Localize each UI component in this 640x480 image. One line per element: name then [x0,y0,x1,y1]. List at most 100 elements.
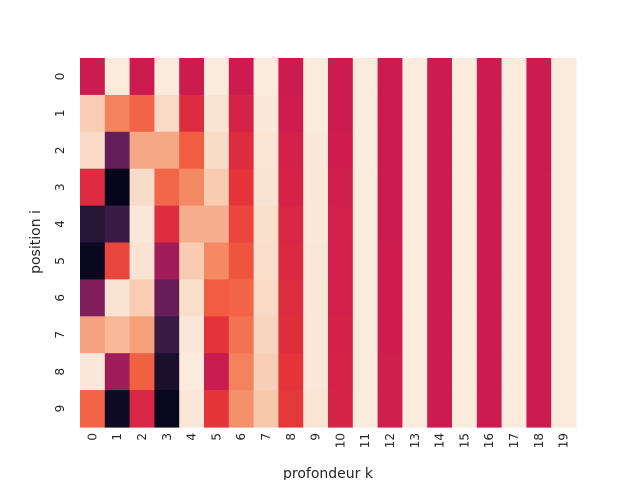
heatmap-cell [328,353,354,391]
heatmap-cell [228,58,255,96]
heatmap-cell [228,168,255,207]
heatmap-cell [129,279,155,317]
heatmap-cell [476,131,503,170]
heatmap-cell [179,353,205,391]
y-tick-label: 6 [53,294,67,302]
heatmap-cell [253,390,279,428]
heatmap-cell [328,279,354,317]
heatmap-cell [129,242,155,280]
heatmap-cell [526,242,552,280]
heatmap-cell [551,279,577,317]
heatmap-cell [228,353,255,391]
heatmap-cell [402,353,428,391]
heatmap-cell [179,316,205,354]
heatmap-cell [476,353,503,391]
heatmap-cell [228,279,255,317]
heatmap-cell [104,58,131,96]
heatmap-cell [427,205,453,244]
x-tick-label: 18 [532,433,546,448]
heatmap-cell [154,390,180,428]
x-tick-label: 1 [110,433,124,441]
heatmap-cell [551,353,577,391]
heatmap-cell [80,131,106,170]
heatmap-cell [501,279,527,317]
x-tick-label: 17 [507,433,521,448]
heatmap-cell [452,353,478,391]
x-tick-label: 15 [457,433,471,448]
y-tick-label: 0 [53,73,67,81]
heatmap-cell [303,58,329,96]
heatmap-cell [104,168,131,207]
heatmap-cell [377,58,403,96]
heatmap-cell [154,316,180,354]
heatmap-cell [129,58,155,96]
heatmap-cell [129,94,155,133]
y-tick-label: 2 [53,146,67,154]
heatmap-cell [278,242,304,280]
x-tick-label: 7 [259,433,273,441]
heatmap-cell [104,131,131,170]
heatmap-cell [303,279,329,317]
heatmap-cell [551,316,577,354]
heatmap-cell [80,168,106,207]
heatmap-cell [352,58,379,96]
heatmap-cell [303,205,329,244]
heatmap-cell [402,168,428,207]
x-tick-label: 16 [482,433,496,448]
heatmap-cell [427,58,453,96]
heatmap-cell [179,58,205,96]
heatmap-cell [452,205,478,244]
heatmap-cell [129,131,155,170]
y-tick-label: 8 [53,368,67,376]
x-tick-labels: 0 1 2 3 4 5 6 7 8 9 10 11 12 13 14 15 16 17 18 19 [85,433,570,448]
heatmap-cell [402,279,428,317]
x-tick-label: 4 [185,433,199,441]
heatmap-cell [476,316,503,354]
heatmap-cell [526,205,552,244]
heatmap-cell [80,279,106,317]
heatmap-cell [526,168,552,207]
heatmap-cell [303,94,329,133]
heatmap-cell [476,279,503,317]
heatmap-cell [427,242,453,280]
heatmap-cell [278,353,304,391]
heatmap-cell [377,168,403,207]
heatmap-cell [501,205,527,244]
heatmap-cell [452,58,478,96]
heatmap-cell [179,279,205,317]
heatmap-cell [402,131,428,170]
heatmap-cell [352,353,379,391]
heatmap-cell [352,316,379,354]
heatmap-cell [104,205,131,244]
heatmap-cell [352,242,379,280]
heatmap-cell [253,168,279,207]
heatmap-cell [452,168,478,207]
heatmap-cell [253,316,279,354]
heatmap-cell [526,58,552,96]
heatmap-cell [377,94,403,133]
heatmap-cell [204,242,230,280]
heatmap-cell [80,58,106,96]
heatmap-cell [402,58,428,96]
heatmap-cell [551,168,577,207]
heatmap-cell [328,205,354,244]
heatmap-cell [154,279,180,317]
heatmap-cell [278,168,304,207]
heatmap-cell [278,94,304,133]
heatmap-cell [352,168,379,207]
heatmap-cell [104,353,131,391]
heatmap-cell [253,242,279,280]
heatmap-cell [501,242,527,280]
heatmap-cell [328,390,354,428]
heatmap-cell [551,205,577,244]
heatmap-cell [551,242,577,280]
heatmap-cell [80,242,106,280]
heatmap-cell [303,131,329,170]
heatmap-cell [179,390,205,428]
heatmap-cell [253,279,279,317]
heatmap-cell [328,58,354,96]
heatmap-cell [427,390,453,428]
heatmap-cell [452,316,478,354]
heatmap-cell [179,94,205,133]
